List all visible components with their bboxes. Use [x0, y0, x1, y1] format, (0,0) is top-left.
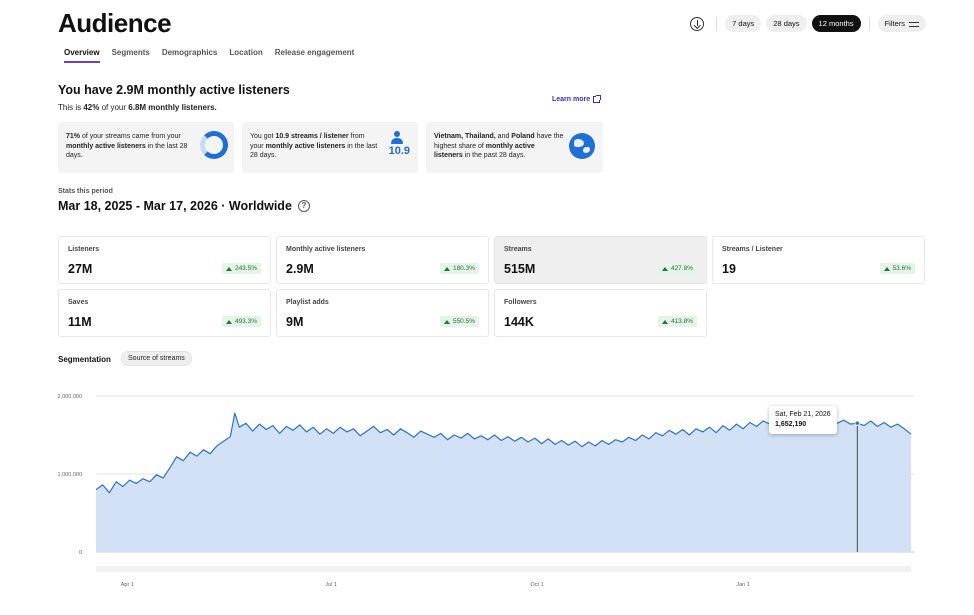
tooltip-value: 1,652,190 — [775, 421, 807, 428]
tab-release-engagement[interactable]: Release engagement — [274, 48, 355, 57]
source-of-streams-chip[interactable]: Source of streams — [121, 351, 192, 366]
metric-value: 515M — [504, 262, 536, 276]
metric-label: Streams / Listener — [722, 246, 783, 253]
toolbar: 7 days 28 days 12 months Filters — [690, 15, 926, 32]
tab-location[interactable]: Location — [229, 48, 263, 57]
tab-overview[interactable]: Overview — [64, 48, 100, 63]
external-link-icon — [593, 95, 602, 103]
range-7-days-button[interactable]: 7 days — [725, 15, 762, 32]
chart-scrollbar[interactable] — [96, 566, 911, 572]
filters-button[interactable]: Filters — [877, 15, 926, 32]
insight-text: You got 10.9 streams / listener from you… — [250, 133, 378, 159]
subtitle-text: This is — [58, 103, 84, 112]
metric-label: Saves — [68, 299, 89, 306]
metric-value: 2.9M — [286, 262, 314, 276]
x-tick-label: Apr 1 — [121, 582, 134, 588]
insight-card-streams-per-listener: You got 10.9 streams / listener from you… — [242, 122, 418, 173]
metric-card-monthly-active-listeners[interactable]: Monthly active listeners 2.9M 180.3% — [276, 236, 489, 284]
y-tick-label: 2,000,000 — [58, 394, 82, 400]
metric-card-streams[interactable]: Streams 515M 427.8% — [494, 236, 707, 284]
page-title: Audience — [58, 8, 172, 38]
user-icon — [390, 131, 404, 145]
arrow-up-icon — [443, 319, 450, 324]
x-tick-label: Jan 1 — [736, 582, 749, 588]
metric-value: 144K — [504, 315, 534, 329]
insight-text: Vietnam, Thailand, and Poland have the h… — [434, 133, 564, 159]
metric-change-badge: 493.3% — [221, 316, 261, 327]
metric-change-badge: 550.5% — [439, 316, 479, 327]
metric-change-badge: 413.8% — [657, 316, 697, 327]
learn-more-label: Learn more — [552, 96, 591, 103]
metric-change-badge: 53.6% — [879, 263, 915, 274]
arrow-up-icon — [661, 266, 668, 271]
download-icon[interactable] — [690, 16, 705, 31]
subtitle-total: 6.8M monthly listeners. — [128, 103, 217, 112]
insight-text: 71% of your streams came from your month… — [66, 133, 188, 159]
metric-label: Monthly active listeners — [286, 246, 366, 253]
metric-change-badge: 180.3% — [439, 263, 479, 274]
arrow-up-icon — [225, 319, 232, 324]
x-tick-label: Oct 1 — [531, 582, 544, 588]
tab-segments[interactable]: Segments — [111, 48, 150, 57]
insight-card-top-countries: Vietnam, Thailand, and Poland have the h… — [426, 122, 603, 173]
insight-card-share: 71% of your streams came from your month… — [58, 122, 234, 173]
metric-label: Followers — [504, 299, 537, 306]
insight-big-number: 10.9 — [388, 145, 410, 157]
chart-area-fill — [96, 413, 911, 552]
metric-card-streams-per-listener[interactable]: Streams / Listener 19 53.6% — [712, 236, 925, 284]
stats-label: Stats this period — [58, 188, 113, 195]
metric-change-badge: 243.5% — [221, 263, 261, 274]
y-axis: 0 1,000,000 2,000,000 — [58, 394, 82, 556]
subtitle-text: of your — [99, 103, 129, 112]
metric-card-listeners[interactable]: Listeners 27M 243.5% — [58, 236, 271, 284]
arrow-up-icon — [225, 266, 232, 271]
segmentation-title: Segmentation — [58, 355, 111, 364]
sliders-icon — [909, 20, 919, 28]
range-28-days-button[interactable]: 28 days — [766, 15, 807, 32]
range-12-months-button[interactable]: 12 months — [811, 15, 861, 32]
metric-value: 19 — [722, 262, 736, 276]
arrow-up-icon — [661, 319, 668, 324]
metric-change-badge: 427.8% — [657, 263, 697, 274]
arrow-up-icon — [443, 266, 450, 271]
metric-value: 27M — [68, 262, 93, 276]
filters-label: Filters — [884, 19, 905, 28]
y-tick-label: 1,000,000 — [58, 472, 82, 478]
metric-value: 11M — [68, 315, 92, 329]
tab-bar: Overview Segments Demographics Location … — [64, 48, 366, 63]
y-tick-label: 0 — [79, 550, 82, 556]
x-axis: Apr 1 Jul 1 Oct 1 Jan 1 — [121, 582, 750, 588]
period-text: Mar 18, 2025 - Mar 17, 2026 · Worldwide — [58, 199, 292, 213]
help-icon[interactable]: ? — [297, 200, 310, 212]
chart-tooltip: Sat, Feb 21, 2026 1,652,190 — [769, 406, 837, 434]
metric-label: Playlist adds — [286, 299, 329, 306]
divider — [716, 16, 718, 31]
arrow-up-icon — [883, 266, 890, 271]
metric-card-playlist-adds[interactable]: Playlist adds 9M 550.5% — [276, 289, 489, 337]
subtitle-pct: 42% — [83, 103, 100, 112]
headline: You have 2.9M monthly active listeners — [58, 83, 290, 97]
metric-card-saves[interactable]: Saves 11M 493.3% — [58, 289, 271, 337]
globe-icon — [569, 133, 595, 159]
tooltip-date: Sat, Feb 21, 2026 — [775, 411, 831, 418]
headline-subtitle: This is 42% of your 6.8M monthly listene… — [58, 103, 217, 112]
x-tick-label: Jul 1 — [325, 582, 337, 588]
learn-more-link[interactable]: Learn more — [552, 95, 602, 103]
metric-card-followers[interactable]: Followers 144K 413.8% — [494, 289, 707, 337]
divider — [868, 16, 870, 31]
metric-label: Streams — [504, 246, 532, 253]
metric-label: Listeners — [68, 246, 100, 253]
metric-value: 9M — [286, 315, 304, 329]
donut-chart-icon — [200, 131, 228, 159]
tab-demographics[interactable]: Demographics — [161, 48, 218, 57]
stats-period: Mar 18, 2025 - Mar 17, 2026 · Worldwide … — [58, 199, 310, 213]
